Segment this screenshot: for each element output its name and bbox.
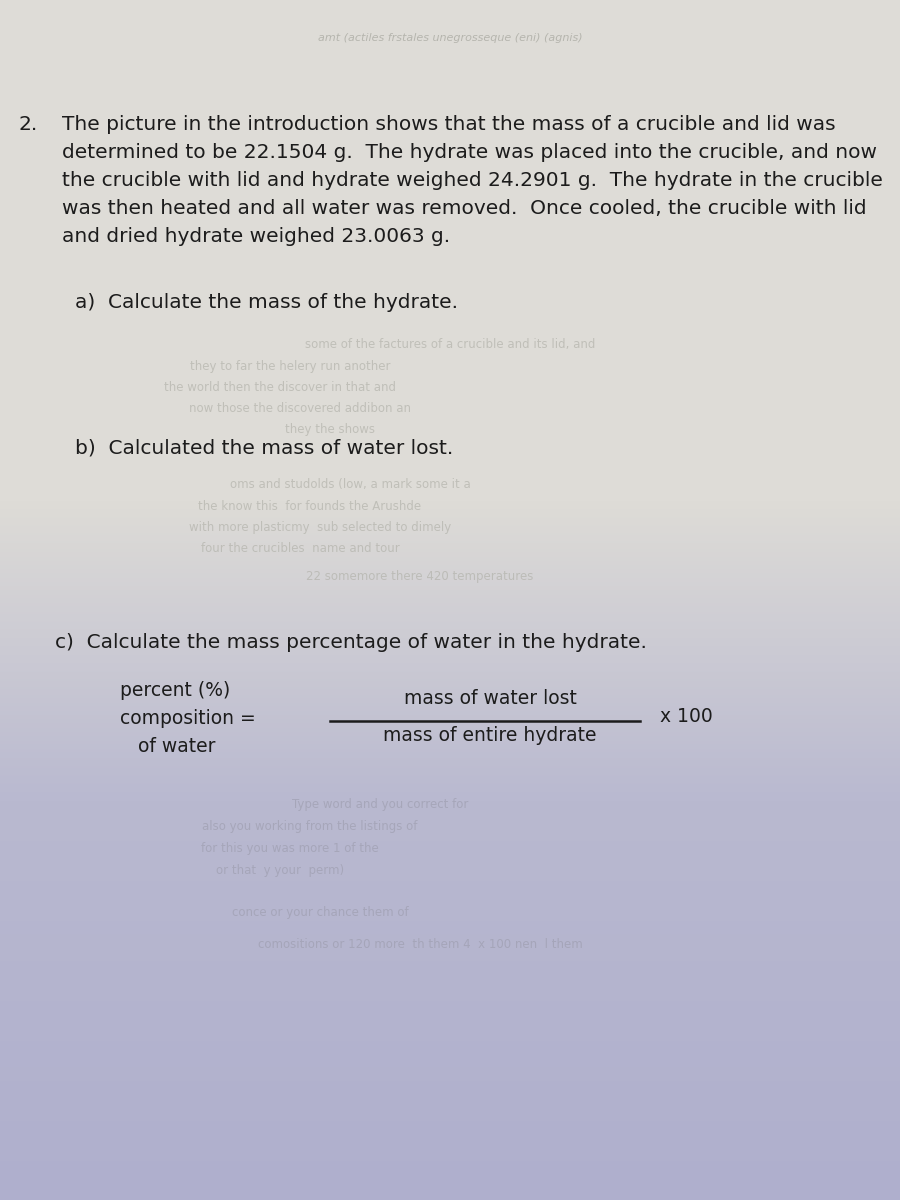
Text: x 100: x 100 — [660, 707, 713, 726]
Text: b)  Calculated the mass of water lost.: b) Calculated the mass of water lost. — [75, 438, 454, 457]
Text: they the shows: they the shows — [285, 422, 375, 436]
Text: or that  y your  perm): or that y your perm) — [216, 864, 344, 877]
Text: determined to be 22.1504 g.  The hydrate was placed into the crucible, and now: determined to be 22.1504 g. The hydrate … — [62, 143, 877, 162]
Text: Type word and you correct for: Type word and you correct for — [292, 798, 468, 811]
Text: amt (actiles frstales unegrosseque (eni) (agnis): amt (actiles frstales unegrosseque (eni)… — [318, 32, 582, 43]
Text: mass of water lost: mass of water lost — [403, 689, 576, 708]
Text: comositions or 120 more  th them 4  x 100 nen  l them: comositions or 120 more th them 4 x 100 … — [257, 938, 582, 950]
Text: of water: of water — [138, 737, 215, 756]
Text: conce or your chance them of: conce or your chance them of — [231, 906, 409, 919]
Text: the know this  for founds the Arushde: the know this for founds the Arushde — [198, 500, 421, 514]
Text: the crucible with lid and hydrate weighed 24.2901 g.  The hydrate in the crucibl: the crucible with lid and hydrate weighe… — [62, 170, 883, 190]
Text: was then heated and all water was removed.  Once cooled, the crucible with lid: was then heated and all water was remove… — [62, 199, 867, 218]
Text: 22 somemore there 420 temperatures: 22 somemore there 420 temperatures — [306, 570, 534, 583]
Text: now those the discovered addibon an: now those the discovered addibon an — [189, 402, 411, 415]
Text: the world then the discover in that and: the world then the discover in that and — [164, 382, 396, 394]
Text: and dried hydrate weighed 23.0063 g.: and dried hydrate weighed 23.0063 g. — [62, 227, 450, 246]
Text: they to far the helery run another: they to far the helery run another — [190, 360, 391, 373]
Text: mass of entire hydrate: mass of entire hydrate — [383, 726, 597, 745]
Text: a)  Calculate the mass of the hydrate.: a) Calculate the mass of the hydrate. — [75, 293, 458, 312]
Text: with more plasticmy  sub selected to dimely: with more plasticmy sub selected to dime… — [189, 521, 451, 534]
Text: percent (%): percent (%) — [120, 680, 230, 700]
Text: c)  Calculate the mass percentage of water in the hydrate.: c) Calculate the mass percentage of wate… — [55, 634, 647, 652]
Text: some of the factures of a crucible and its lid, and: some of the factures of a crucible and i… — [305, 338, 595, 350]
Text: composition =: composition = — [120, 709, 256, 728]
Text: oms and studolds (low, a mark some it a: oms and studolds (low, a mark some it a — [230, 478, 471, 491]
Text: for this you was more 1 of the: for this you was more 1 of the — [201, 842, 379, 854]
Text: The picture in the introduction shows that the mass of a crucible and lid was: The picture in the introduction shows th… — [62, 115, 835, 134]
Text: 2.: 2. — [18, 115, 37, 134]
Text: four the crucibles  name and tour: four the crucibles name and tour — [201, 542, 400, 554]
Text: also you working from the listings of: also you working from the listings of — [202, 820, 418, 833]
